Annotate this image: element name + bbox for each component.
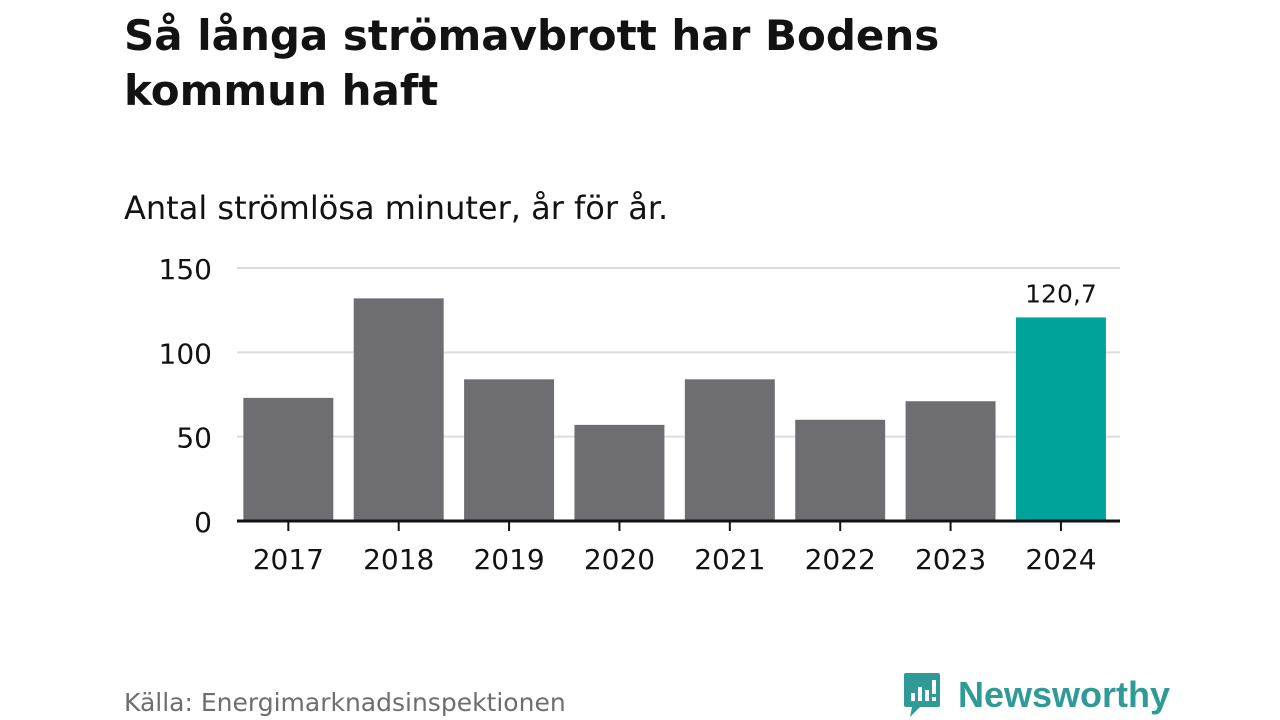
brand-logo: Newsworthy (902, 670, 1170, 720)
bar-2019 (464, 379, 555, 521)
x-tick-label-2018: 2018 (363, 543, 434, 576)
newsworthy-logo-icon (904, 673, 940, 717)
y-tick-label-100: 100 (159, 337, 212, 370)
data-label-2024: 120,7 (1025, 279, 1097, 308)
bar-2021 (684, 379, 775, 521)
x-tick-label-2023: 2023 (915, 543, 986, 576)
bar-2022 (795, 419, 886, 521)
x-tick-label-2019: 2019 (473, 543, 544, 576)
y-tick-label-150: 150 (159, 253, 212, 286)
source-note: Källa: Energimarknadsinspektionen (124, 688, 566, 717)
bar-2017 (243, 397, 334, 521)
x-tick-label-2022: 2022 (805, 543, 876, 576)
brand-name: Newsworthy (958, 674, 1171, 715)
y-tick-label-0: 0 (194, 506, 212, 539)
x-tick-label-2020: 2020 (584, 543, 655, 576)
bar-2018 (353, 298, 444, 521)
chart-subtitle: Antal strömlösa minuter, år för år. (124, 189, 669, 227)
x-tick-label-2017: 2017 (253, 543, 324, 576)
x-tick-label-2024: 2024 (1025, 543, 1096, 576)
x-tick-label-2021: 2021 (694, 543, 765, 576)
bar-2024 (1015, 317, 1106, 521)
y-tick-label-50: 50 (176, 422, 212, 455)
bar-2020 (574, 424, 665, 521)
bar-2023 (905, 401, 996, 521)
chart-title: Så långa strömavbrott har Bodens kommun … (124, 11, 940, 115)
